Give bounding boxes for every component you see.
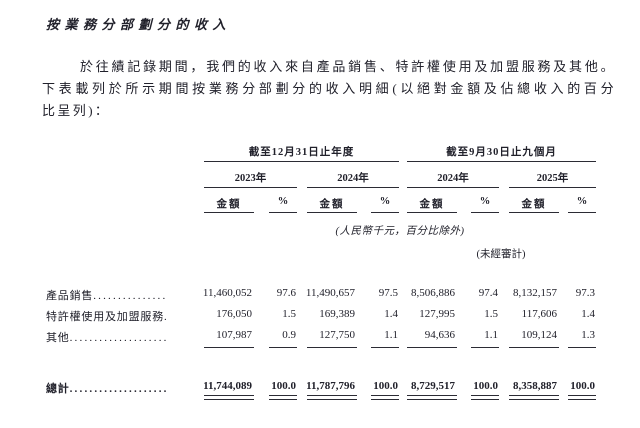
total-double-rule-p1 (269, 395, 297, 400)
total-double-rule-a4 (509, 395, 559, 400)
cell-percent: 97.5 (378, 287, 398, 299)
total-percent: 100.0 (271, 380, 296, 392)
cell-percent: 97.4 (478, 287, 498, 299)
unit-note: (人民幣千元，百分比除外) (335, 226, 465, 237)
row-label-total: 總計 (46, 380, 167, 396)
total-amount: 11,787,796 (306, 380, 355, 392)
paragraph-line-2: 下表載列於所示期間按業務分部劃分的收入明細(以絕對金額及佔總收入的百分 (42, 81, 616, 96)
cell-amount: 169,389 (319, 308, 355, 320)
amount-header-3: 金額 (419, 199, 445, 210)
cell-amount: 11,490,657 (305, 287, 355, 299)
year-rule-2023 (204, 187, 297, 189)
dot-leader (70, 383, 167, 395)
section-title: 按業務分部劃分的收入 (46, 17, 232, 32)
table-row: 產品銷售 11,460,052 97.6 11,490,657 97.5 8,5… (0, 287, 640, 303)
cell-percent: 1.1 (484, 329, 498, 341)
subtotal-rule-a1 (204, 347, 254, 349)
subheader-rule-a1 (204, 212, 254, 214)
total-double-rule-p3 (471, 395, 499, 400)
table-row: 特許權使用及加盟服務 176,050 1.5 169,389 1.4 127,9… (0, 308, 640, 324)
subtotal-rule-a3 (407, 347, 457, 349)
total-percent: 100.0 (373, 380, 398, 392)
total-double-rule-a2 (307, 395, 357, 400)
row-label-product-sales: 產品銷售 (46, 287, 167, 303)
cell-amount: 11,460,052 (202, 287, 252, 299)
subtotal-rule-a2 (307, 347, 357, 349)
subtotal-rule-p1 (269, 347, 297, 349)
total-percent: 100.0 (570, 380, 595, 392)
total-row: 總計 11,744,089 100.0 11,787,796 100.0 8,7… (0, 380, 640, 396)
total-percent: 100.0 (473, 380, 498, 392)
total-amount: 8,358,887 (513, 380, 557, 392)
percent-header-4: % (576, 196, 588, 207)
dot-leader (70, 332, 167, 344)
amount-header-4: 金額 (521, 199, 547, 210)
cell-amount: 94,636 (424, 329, 455, 341)
cell-amount: 176,050 (216, 308, 252, 320)
cell-amount: 127,995 (419, 308, 455, 320)
period-group-nine-months: 截至9月30日止九個月 (446, 147, 557, 158)
period-group-year-ended: 截至12月31日止年度 (248, 147, 355, 158)
subtotal-rule-a4 (509, 347, 559, 349)
total-double-rule-p2 (371, 395, 399, 400)
cell-amount: 117,606 (521, 308, 557, 320)
period-group-rule-right (407, 161, 596, 163)
period-group-rule-left (204, 161, 399, 163)
year-rule-2025 (509, 187, 596, 189)
dot-leader (93, 290, 167, 302)
year-column-2024-fy: 2024年 (337, 173, 369, 184)
total-amount: 8,729,517 (411, 380, 455, 392)
cell-percent: 1.5 (484, 308, 498, 320)
cell-percent: 1.3 (581, 329, 595, 341)
subtotal-rule-p2 (371, 347, 399, 349)
cell-amount: 8,506,886 (411, 287, 455, 299)
subheader-rule-a3 (407, 212, 457, 214)
intro-paragraph: 於往績記錄期間，我們的收入來自產品銷售、特許權使用及加盟服務及其他。 下表載列於… (42, 56, 616, 122)
total-double-rule-a3 (407, 395, 457, 400)
percent-header-3: % (479, 196, 491, 207)
subtotal-rule-p3 (471, 347, 499, 349)
year-column-2024-9m: 2024年 (437, 173, 469, 184)
row-label-others: 其他 (46, 329, 167, 345)
cell-percent: 1.1 (384, 329, 398, 341)
subheader-rule-a4 (509, 212, 559, 214)
total-amount: 11,744,089 (203, 380, 252, 392)
cell-amount: 109,124 (521, 329, 557, 341)
year-column-2025: 2025年 (536, 173, 569, 184)
row-label-franchise-services: 特許權使用及加盟服務 (46, 308, 167, 324)
year-column-2023: 2023年 (234, 173, 267, 184)
cell-amount: 107,987 (216, 329, 252, 341)
cell-percent: 97.6 (276, 287, 296, 299)
subheader-rule-p1 (269, 212, 297, 214)
cell-amount: 8,132,157 (513, 287, 557, 299)
subheader-rule-p3 (471, 212, 499, 214)
table-row: 其他 107,987 0.9 127,750 1.1 94,636 1.1 10… (0, 329, 640, 345)
cell-percent: 1.4 (581, 308, 595, 320)
total-double-rule-p4 (568, 395, 596, 400)
cell-percent: 0.9 (282, 329, 296, 341)
subtotal-rule-p4 (568, 347, 596, 349)
year-rule-2024-9m (407, 187, 499, 189)
cell-percent: 1.4 (384, 308, 398, 320)
dot-leader (164, 311, 167, 323)
year-rule-2024-fy (307, 187, 399, 189)
cell-percent: 97.3 (575, 287, 595, 299)
subheader-rule-p4 (568, 212, 596, 214)
cell-percent: 1.5 (282, 308, 296, 320)
amount-header-1: 金額 (216, 199, 242, 210)
percent-header-2: % (379, 196, 391, 207)
amount-header-2: 金額 (319, 199, 345, 210)
paragraph-line-3: 比呈列)： (42, 103, 111, 118)
cell-amount: 127,750 (319, 329, 355, 341)
paragraph-line-1: 於往績記錄期間，我們的收入來自產品銷售、特許權使用及加盟服務及其他。 (80, 59, 616, 74)
subheader-rule-a2 (307, 212, 357, 214)
percent-header-1: % (277, 196, 289, 207)
unaudited-note: (未經審計) (476, 249, 526, 260)
total-double-rule-a1 (204, 395, 254, 400)
subheader-rule-p2 (371, 212, 399, 214)
